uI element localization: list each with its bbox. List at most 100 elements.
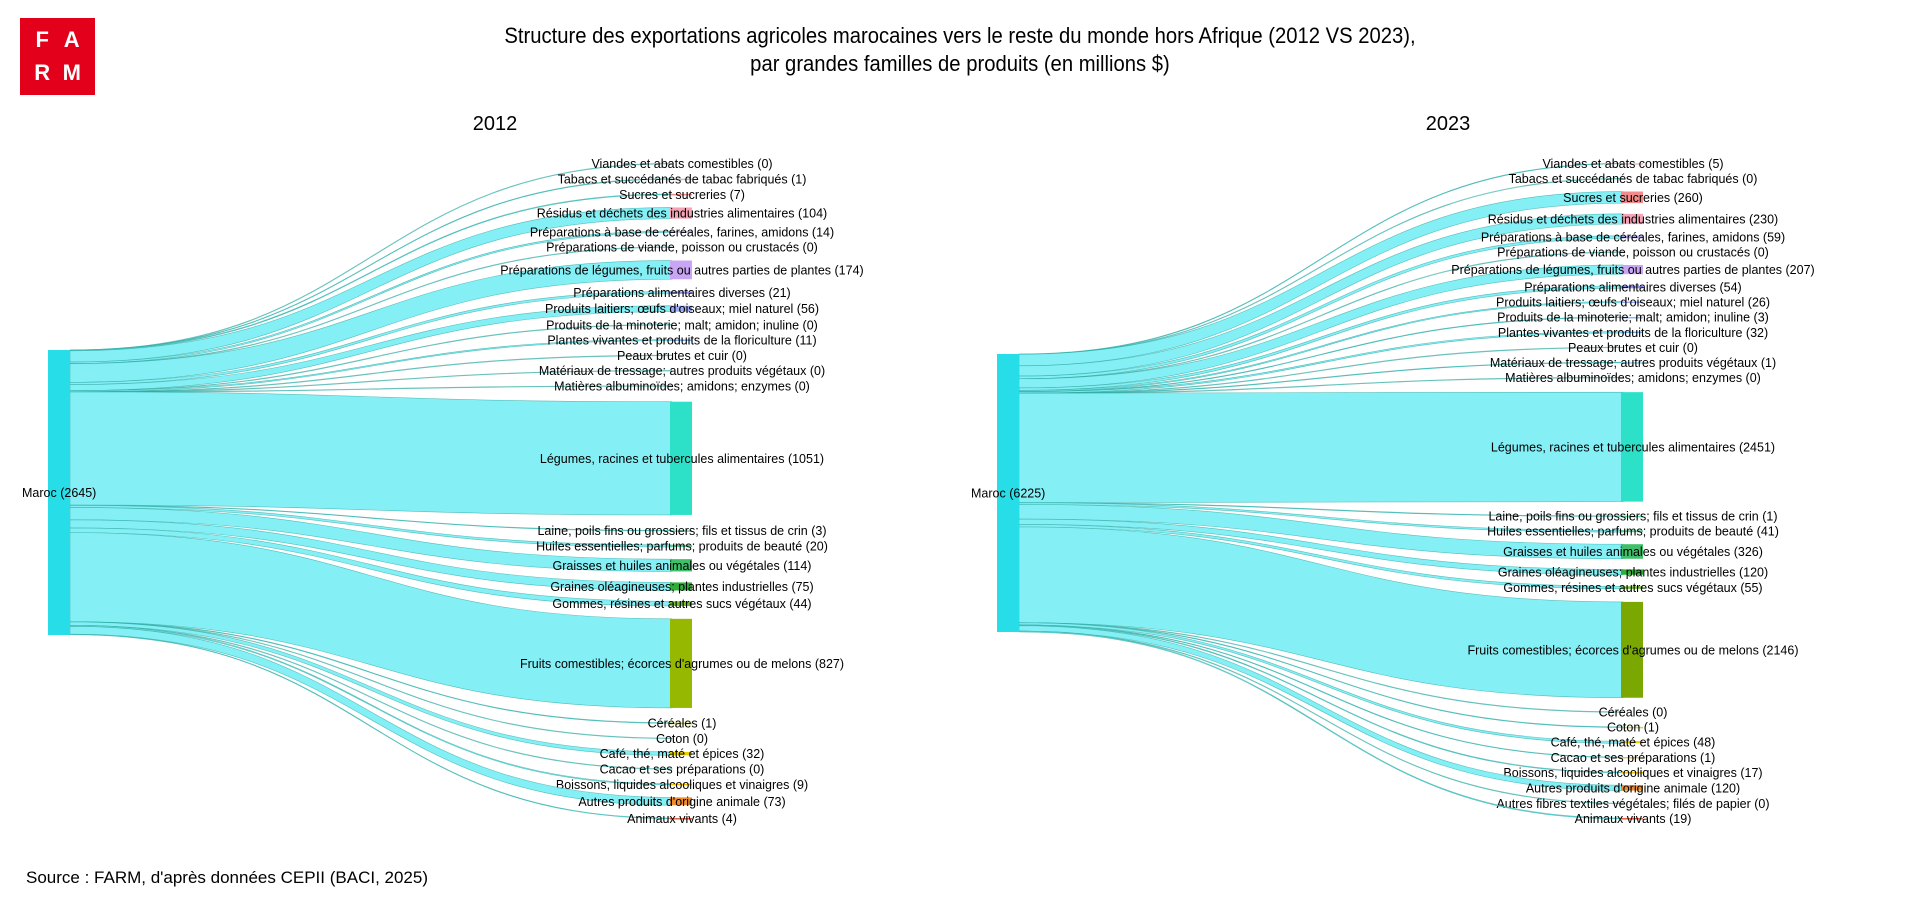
sankey-link-1 (1018, 178, 1624, 356)
sankey-link-11 (69, 354, 673, 393)
sankey-target-label-23: Café, thé, maté et épices (32) (600, 747, 765, 761)
sankey-link-5 (69, 246, 673, 365)
sankey-link-18 (69, 519, 673, 591)
sankey-target-node-14 (670, 401, 692, 515)
panel-title: 2023 (1426, 113, 1471, 135)
sankey-link-13 (69, 385, 673, 393)
sankey-target-label-22: Coton (0) (656, 732, 708, 746)
sankey-target-node-4 (670, 231, 692, 233)
sankey-target-node-20 (1621, 601, 1643, 698)
sankey-target-node-6 (670, 260, 692, 280)
sankey-link-26 (1018, 625, 1624, 791)
sankey-target-node-12 (1621, 362, 1643, 364)
sankey-target-label-19: Gommes, résines et autres sucs végétaux … (1503, 581, 1762, 595)
sankey-target-node-17 (1621, 544, 1643, 559)
sankey-link-4 (1018, 235, 1624, 380)
sankey-link-11 (1018, 346, 1624, 395)
sankey-link-17 (1018, 504, 1624, 560)
sankey-target-label-3: Résidus et déchets des industries alimen… (537, 207, 827, 221)
logo-letter-m: M (62, 59, 82, 85)
sankey-target-node-14 (1621, 392, 1643, 502)
sankey-target-label-6: Préparations de légumes, fruits ou autre… (500, 263, 863, 277)
sankey-target-node-3 (1621, 213, 1643, 225)
sankey-link-17 (69, 507, 673, 572)
sankey-target-label-18: Graines oléagineuses; plantes industriel… (550, 580, 813, 594)
sankey-link-24 (69, 625, 673, 770)
sankey-target-label-14: Légumes, racines et tubercules alimentai… (1491, 440, 1775, 454)
sankey-target-label-14: Légumes, racines et tubercules alimentai… (540, 452, 824, 466)
sankey-target-label-1: Tabacs et succédanés de tabac fabriqués … (558, 172, 807, 186)
sankey-target-node-19 (670, 601, 692, 607)
chart-title: Structure des exportations agricoles mar… (0, 22, 1920, 78)
sankey-target-node-8 (1621, 301, 1643, 304)
sankey-target-node-7 (1621, 285, 1643, 289)
sankey-target-label-28: Animaux vivants (19) (1575, 812, 1692, 826)
sankey-target-label-15: Laine, poils fins ou grossiers; fils et … (1488, 510, 1777, 524)
sankey-target-label-25: Boissons, liquides alcooliques et vinaig… (556, 778, 808, 792)
sankey-target-label-2: Sucres et sucreries (260) (1563, 191, 1703, 205)
sankey-target-label-8: Produits laitiers; œufs d'oiseaux; miel … (545, 302, 819, 316)
sankey-target-label-6: Préparations de légumes, fruits ou autre… (1451, 263, 1814, 277)
sankey-target-node-1 (670, 178, 692, 181)
sankey-target-node-8 (670, 305, 692, 312)
sankey-target-label-12: Matériaux de tressage; autres produits v… (1490, 356, 1776, 370)
sankey-target-node-0 (1621, 163, 1643, 165)
sankey-target-node-20 (670, 618, 692, 708)
sankey-target-label-13: Matières albuminoïdes; amidons; enzymes … (1505, 371, 1761, 385)
logo-letter-a: A (63, 27, 81, 53)
sankey-target-node-10 (1621, 331, 1643, 334)
sankey-target-node-23 (670, 751, 692, 756)
chart-title-line1: Structure des exportations agricoles mar… (504, 23, 1416, 48)
sankey-target-label-16: Huiles essentielles; parfums; produits d… (536, 539, 828, 553)
sankey-target-node-26 (670, 797, 692, 806)
sankey-target-label-27: Animaux vivants (4) (627, 812, 737, 826)
sankey-target-label-21: Céréales (0) (1599, 706, 1668, 720)
sankey-panel-2012: Viandes et abats comestibles (0)Tabacs e… (22, 113, 864, 826)
sankey-target-node-18 (670, 582, 692, 591)
sankey-target-node-15 (670, 530, 692, 532)
sankey-link-0 (69, 163, 673, 351)
sankey-target-label-25: Boissons, liquides alcooliques et vinaig… (1503, 766, 1762, 780)
sankey-target-node-25 (670, 783, 692, 786)
sankey-target-label-19: Gommes, résines et autres sucs végétaux … (552, 597, 811, 611)
sankey-target-label-2: Sucres et sucreries (7) (619, 188, 745, 202)
sankey-target-label-11: Peaux brutes et cuir (0) (1568, 341, 1698, 355)
sankey-link-7 (69, 291, 673, 385)
sankey-target-label-9: Produits de la minoterie; malt; amidon; … (546, 318, 818, 332)
sankey-link-8 (69, 305, 673, 391)
sankey-target-label-27: Autres fibres textiles végétales; filés … (1496, 797, 1769, 811)
sankey-target-node-27 (670, 818, 692, 820)
sankey-target-node-7 (670, 291, 692, 294)
sankey-source-node (997, 354, 1019, 632)
sankey-target-label-3: Résidus et déchets des industries alimen… (1488, 212, 1778, 226)
sankey-target-node-25 (1621, 772, 1643, 774)
sankey-target-label-21: Céréales (1) (648, 717, 717, 731)
sankey-target-node-15 (1621, 515, 1643, 518)
chart-title-line2: par grandes familles de produits (en mil… (750, 51, 1170, 76)
sankey-target-label-24: Cacao et ses préparations (0) (600, 762, 765, 776)
sankey-source-label: Maroc (6225) (971, 487, 1045, 501)
sankey-source-node (48, 350, 70, 635)
sankey-target-label-0: Viandes et abats comestibles (5) (1542, 157, 1723, 171)
sankey-target-node-17 (670, 559, 692, 572)
sankey-link-13 (1018, 377, 1624, 395)
sankey-target-label-7: Préparations alimentaires diverses (54) (1524, 281, 1741, 295)
panel-title: 2012 (473, 113, 518, 135)
sankey-target-node-24 (1621, 757, 1643, 759)
sankey-target-label-26: Autres produits d'origine animale (120) (1526, 781, 1740, 795)
sankey-target-node-26 (1621, 785, 1643, 791)
sankey-link-20 (1018, 526, 1624, 699)
farm-logo: F A R M (20, 18, 95, 95)
sankey-target-label-17: Graisses et huiles animales ou végétales… (553, 559, 812, 573)
sankey-link-3 (69, 207, 673, 363)
sankey-target-label-8: Produits laitiers; œufs d'oiseaux; miel … (1496, 296, 1770, 310)
sankey-target-label-5: Préparations de viande, poisson ou crust… (546, 241, 818, 255)
sankey-link-9 (69, 324, 673, 392)
sankey-target-node-2 (1621, 191, 1643, 204)
sankey-target-label-1: Tabacs et succédanés de tabac fabriqués … (1509, 172, 1758, 186)
sankey-link-22 (69, 621, 673, 739)
sankey-link-6 (69, 260, 673, 383)
sankey-target-label-12: Matériaux de tressage; autres produits v… (539, 364, 825, 378)
sankey-target-node-2 (670, 193, 692, 196)
sankey-target-node-16 (1621, 530, 1643, 533)
